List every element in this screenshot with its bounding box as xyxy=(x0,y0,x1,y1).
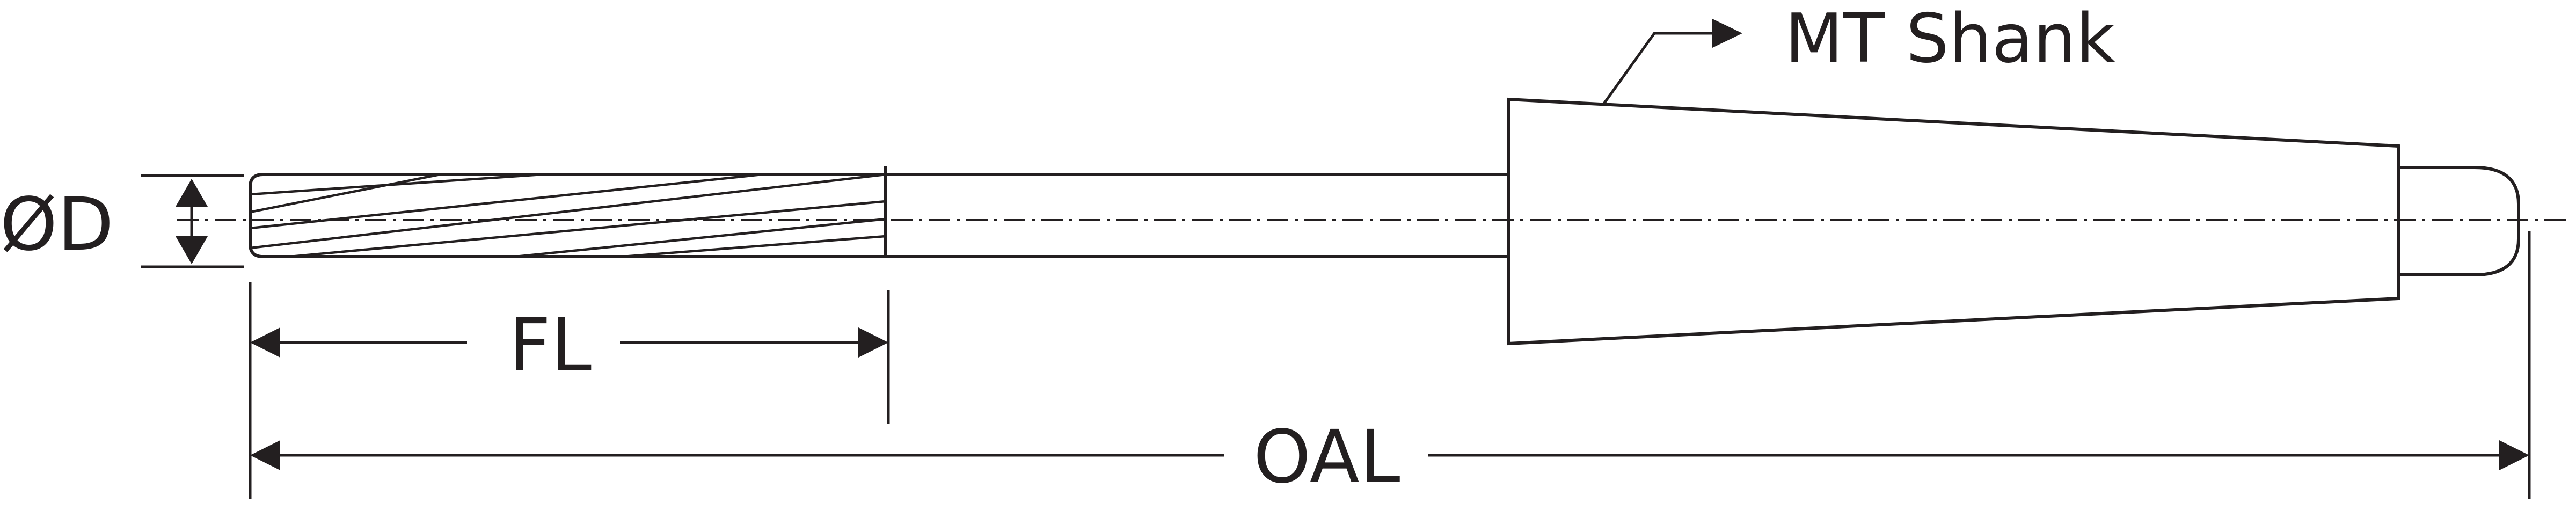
flute-line-6 xyxy=(515,217,886,258)
flute-line-5 xyxy=(289,200,886,258)
flute-line-4 xyxy=(250,173,886,250)
fl-arrow-left-icon xyxy=(250,327,280,358)
oal-dimension xyxy=(249,231,2531,499)
fluted-body xyxy=(249,166,887,258)
mt-shank-leader xyxy=(1602,19,1742,105)
fl-label: FL xyxy=(509,303,592,388)
flute-line-3 xyxy=(250,173,763,230)
oal-arrow-left-icon xyxy=(250,440,280,470)
shank-label: MT Shank xyxy=(1785,0,2115,78)
leader-line xyxy=(1602,32,1712,105)
flute-line-7 xyxy=(622,235,886,258)
dia-arrow-down-icon xyxy=(176,236,208,264)
mt-shank-taper xyxy=(1507,97,2400,346)
neck xyxy=(886,173,1508,258)
flute-line-2 xyxy=(250,173,441,214)
fl-dimension xyxy=(249,282,890,427)
oal-arrow-right-icon xyxy=(2499,440,2529,470)
diameter-dimension xyxy=(141,174,244,268)
diameter-label: ØD xyxy=(0,183,114,267)
oal-label: OAL xyxy=(1253,415,1400,500)
fl-arrow-right-icon xyxy=(858,327,888,358)
flute-outline xyxy=(249,173,886,258)
leader-arrow-icon xyxy=(1712,19,1742,48)
dia-arrow-up-icon xyxy=(176,179,208,207)
tang-end xyxy=(2398,166,2520,276)
